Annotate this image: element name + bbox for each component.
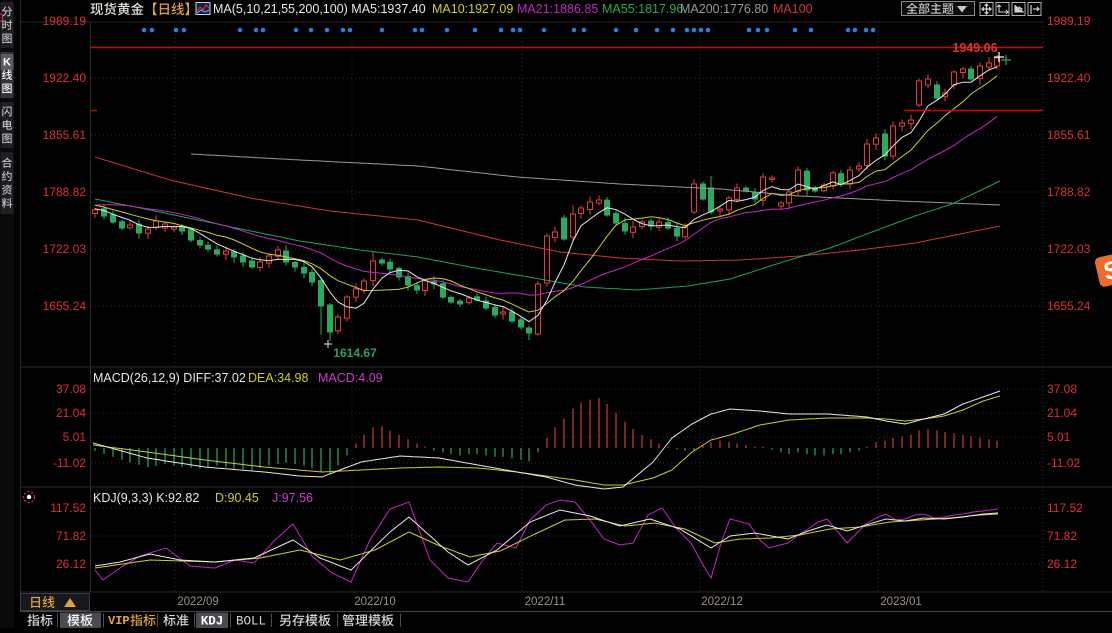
svg-text:1655.24: 1655.24 <box>1047 299 1091 313</box>
svg-text:MA200:1776.80: MA200:1776.80 <box>680 2 768 16</box>
svg-text:1855.61: 1855.61 <box>43 128 87 142</box>
svg-text:2022/11: 2022/11 <box>525 596 566 608</box>
svg-text:5.01: 5.01 <box>1047 430 1071 444</box>
svg-text:37.08: 37.08 <box>56 382 86 396</box>
svg-text:1989.19: 1989.19 <box>43 14 87 28</box>
svg-text:117.52: 117.52 <box>50 501 86 515</box>
svg-text:2022/12: 2022/12 <box>701 596 743 608</box>
svg-text:S: S <box>1101 255 1112 286</box>
svg-text:KDJ(9,3,3) K:92.82: KDJ(9,3,3) K:92.82 <box>93 491 199 505</box>
svg-text:K: K <box>3 57 11 69</box>
svg-text:1614.67: 1614.67 <box>333 346 377 360</box>
svg-text:-11.02: -11.02 <box>1047 456 1080 470</box>
svg-text:1788.82: 1788.82 <box>1047 185 1091 199</box>
svg-text:0: 0 <box>0 11 4 25</box>
svg-text:D:90.45: D:90.45 <box>215 491 259 505</box>
svg-text:MA10:1927.09: MA10:1927.09 <box>432 2 513 16</box>
svg-text:1788.82: 1788.82 <box>43 185 87 199</box>
svg-text:MA(5,10,21,55,200,100) MA5:193: MA(5,10,21,55,200,100) MA5:1937.40 <box>213 2 426 16</box>
svg-text:1989.19: 1989.19 <box>1047 14 1091 28</box>
svg-text:117.52: 117.52 <box>1047 501 1083 515</box>
svg-text:KDJ: KDJ <box>201 615 224 629</box>
svg-text:1655.24: 1655.24 <box>43 299 87 313</box>
svg-text:5.01: 5.01 <box>63 430 87 444</box>
svg-text:1722.03: 1722.03 <box>1047 242 1091 256</box>
svg-text:2022/10: 2022/10 <box>354 596 396 608</box>
svg-text:MA100: MA100 <box>773 2 813 16</box>
svg-text:21.04: 21.04 <box>1047 406 1077 420</box>
svg-text:2022/09: 2022/09 <box>177 596 219 608</box>
svg-text:1722.03: 1722.03 <box>43 242 87 256</box>
svg-text:1949.06: 1949.06 <box>952 41 997 55</box>
svg-text:37.08: 37.08 <box>1047 382 1077 396</box>
svg-text:1922.40: 1922.40 <box>1047 71 1091 85</box>
svg-text:MACD:4.09: MACD:4.09 <box>318 371 383 385</box>
svg-text:1855.61: 1855.61 <box>1047 128 1091 142</box>
svg-text:71.82: 71.82 <box>56 529 86 543</box>
svg-text:MACD(26,12,9) DIFF:37.02: MACD(26,12,9) DIFF:37.02 <box>93 371 246 385</box>
svg-text:J:97.56: J:97.56 <box>272 491 313 505</box>
svg-text:VIP: VIP <box>108 614 130 628</box>
svg-text:71.82: 71.82 <box>1047 529 1077 543</box>
svg-text:2023/01: 2023/01 <box>880 596 922 608</box>
svg-text:1922.40: 1922.40 <box>43 71 87 85</box>
svg-text:-11.02: -11.02 <box>53 456 86 470</box>
svg-text:26.12: 26.12 <box>1047 557 1077 571</box>
svg-text:21.04: 21.04 <box>56 406 86 420</box>
svg-text:DEA:34.98: DEA:34.98 <box>248 371 309 385</box>
svg-text:26.12: 26.12 <box>56 557 86 571</box>
svg-text:MA21:1886.85: MA21:1886.85 <box>517 2 598 16</box>
svg-text:MA55:1817.96: MA55:1817.96 <box>602 2 683 16</box>
svg-text:BOLL: BOLL <box>236 615 266 629</box>
